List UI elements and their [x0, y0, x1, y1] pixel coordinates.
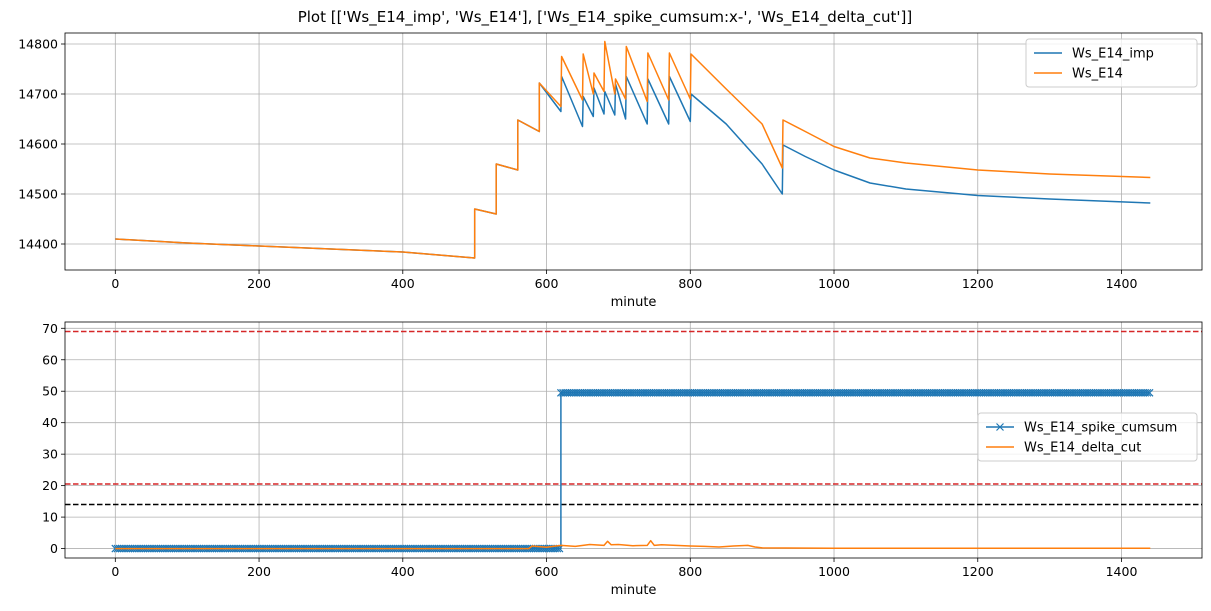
x-tick-label: 1200 [962, 564, 994, 579]
x-tick-label: 600 [535, 276, 559, 291]
legend-marker [996, 423, 1004, 431]
legend-label: Ws_E14_spike_cumsum [1024, 421, 1177, 436]
legend-label: Ws_E14_imp [1072, 47, 1154, 62]
legend-label: Ws_E14 [1072, 67, 1123, 82]
series-line-0 [115, 75, 1151, 259]
y-tick-label: 14700 [18, 87, 58, 102]
x-tick-label: 1000 [818, 564, 850, 579]
y-tick-label: 10 [42, 510, 58, 525]
y-tick-label: 14500 [18, 187, 58, 202]
plot-area [115, 40, 1151, 259]
x-tick-label: 0 [111, 564, 119, 579]
plot-area [65, 330, 1202, 553]
legend-label: Ws_E14_delta_cut [1024, 441, 1141, 456]
y-tick-label: 40 [42, 415, 58, 430]
legend: Ws_E14_spike_cumsum Ws_E14_delta_cut [977, 412, 1198, 462]
series-line-1 [115, 40, 1151, 259]
y-tick-label: 60 [42, 352, 58, 367]
bottom-chart: 0 200 400 600 800 1000 1200 1400 0 10 20 30 40 50 60 70… [42, 321, 1203, 598]
x-tick-label: 200 [247, 564, 271, 579]
x-tick-label: 600 [535, 564, 559, 579]
legend-box [977, 412, 1198, 462]
x-tick-label: 0 [111, 276, 119, 291]
x-tick-label: 1000 [818, 276, 850, 291]
x-axis-label: minute [611, 295, 657, 310]
x-tick-label: 800 [678, 276, 702, 291]
x-tick-label: 1400 [1106, 276, 1138, 291]
figure-title: Plot [['Ws_E14_imp', 'Ws_E14'], ['Ws_E14… [298, 8, 913, 27]
y-tick-label: 20 [42, 478, 58, 493]
axes-frame [64, 32, 1203, 271]
legend-box [1025, 38, 1198, 88]
axes-frame [64, 321, 1203, 559]
legend: Ws_E14_imp Ws_E14 [1025, 38, 1198, 88]
x-axis-label: minute [611, 583, 657, 598]
y-tick-label: 30 [42, 447, 58, 462]
y-tick-label: 14800 [18, 37, 58, 52]
x-tick-label: 1400 [1106, 564, 1138, 579]
y-tick-label: 14400 [18, 237, 58, 252]
series-marker [1145, 388, 1154, 397]
x-tick-label: 400 [391, 564, 415, 579]
top-chart: 0 200 400 600 800 1000 1200 1400 14400 14500 14600… [18, 32, 1203, 310]
x-tick-label: 200 [247, 276, 271, 291]
x-tick-label: 800 [678, 564, 702, 579]
x-tick-label: 1200 [962, 276, 994, 291]
y-tick-label: 14600 [18, 137, 58, 152]
y-tick-label: 0 [50, 541, 58, 556]
series-marker [1143, 388, 1152, 397]
y-tick-label: 50 [42, 384, 58, 399]
series-line-1 [115, 539, 1151, 550]
y-tick-label: 70 [42, 321, 58, 336]
x-tick-label: 400 [391, 276, 415, 291]
